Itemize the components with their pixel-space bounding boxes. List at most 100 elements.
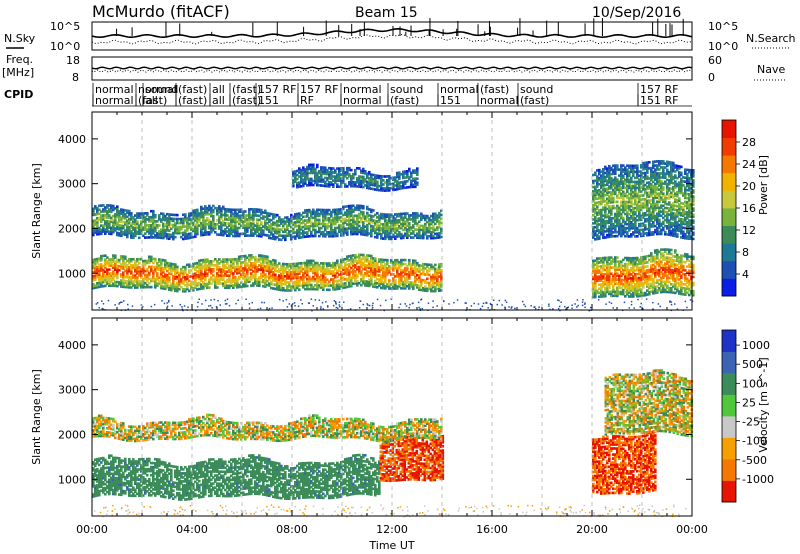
power-cell <box>322 230 325 234</box>
power-cell <box>644 291 647 295</box>
power-cell <box>230 270 233 273</box>
power-cell <box>392 186 395 190</box>
power-cell <box>144 236 147 239</box>
power-cell <box>330 224 333 228</box>
power-cell <box>218 209 221 212</box>
power-cell <box>234 284 237 287</box>
power-cell <box>640 280 643 283</box>
power-cell <box>356 282 359 285</box>
power-cell <box>182 213 185 217</box>
power-cell <box>380 212 383 216</box>
power-cell <box>238 232 241 236</box>
power-cell <box>266 218 269 221</box>
power-cell <box>180 271 183 275</box>
power-cell <box>606 268 609 272</box>
power-cell <box>438 213 441 217</box>
power-cell <box>326 172 329 176</box>
power-cell <box>596 213 599 217</box>
power-cell <box>592 228 595 231</box>
power-cell <box>380 187 383 190</box>
power-cell <box>118 232 121 235</box>
power-cell <box>638 270 641 274</box>
power-cell <box>398 212 401 216</box>
power-cell <box>122 208 125 212</box>
power-cell <box>692 281 695 285</box>
power-cell <box>368 282 371 286</box>
power-cell <box>336 269 339 273</box>
power-cell <box>126 275 129 279</box>
power-cell <box>250 234 253 237</box>
power-cell <box>132 216 135 219</box>
power-cell <box>296 282 299 286</box>
power-cell <box>312 224 315 228</box>
power-cell <box>214 276 217 279</box>
power-cell <box>194 229 197 232</box>
power-cell <box>366 266 369 269</box>
power-cell <box>264 225 267 229</box>
freq-unit-label: [MHz] <box>2 66 34 79</box>
power-cell <box>650 252 653 255</box>
power-cell <box>416 222 419 225</box>
power-cell <box>652 290 655 293</box>
power-cell <box>100 214 103 217</box>
power-cell <box>106 206 109 209</box>
power-cell <box>374 259 377 262</box>
power-cell <box>368 262 371 265</box>
power-cell <box>218 258 221 261</box>
power-cell <box>436 226 439 229</box>
power-cell <box>136 220 139 223</box>
power-cell <box>430 285 433 289</box>
power-cell <box>268 270 271 273</box>
power-cell <box>332 222 335 226</box>
power-cell <box>354 230 357 234</box>
power-cell <box>138 224 141 227</box>
power-cell <box>318 212 321 216</box>
power-cell <box>370 179 373 182</box>
power-cell <box>356 267 359 271</box>
power-cell <box>404 278 407 282</box>
power-cell <box>136 280 139 283</box>
power-cell <box>408 258 411 262</box>
power-cell <box>640 294 643 298</box>
power-cell <box>388 267 391 270</box>
power-cell <box>276 275 279 279</box>
power-cell <box>234 224 237 228</box>
power-cell <box>306 271 309 275</box>
power-cell <box>220 231 223 235</box>
power-cell <box>278 278 281 281</box>
power-cell <box>626 268 629 272</box>
power-cell <box>286 234 289 237</box>
power-cell <box>346 213 349 216</box>
power-cell <box>376 267 379 271</box>
power-cell <box>386 175 389 178</box>
power-cell <box>126 271 129 275</box>
power-cell <box>602 277 605 280</box>
power-cell <box>666 252 669 255</box>
power-cell <box>128 257 131 261</box>
power-cell <box>100 224 103 227</box>
power-cell <box>158 266 161 269</box>
power-cell <box>658 272 661 276</box>
power-cell <box>634 285 637 288</box>
power-cell <box>316 171 319 175</box>
power-cell <box>618 280 621 284</box>
power-cell <box>138 272 141 275</box>
power-cell <box>370 278 373 282</box>
power-cell <box>212 208 215 212</box>
power-cell <box>320 274 323 277</box>
power-cell <box>424 230 427 234</box>
power-cell <box>592 281 595 285</box>
power-cell <box>666 270 669 274</box>
power-cell <box>624 287 627 290</box>
power-cell <box>178 277 181 281</box>
power-cell <box>298 230 301 233</box>
power-cell <box>594 238 597 241</box>
power-cell <box>290 266 293 270</box>
power-cell <box>374 219 377 223</box>
power-cell <box>108 216 111 219</box>
power-cell <box>260 262 263 265</box>
power-cell <box>302 215 305 219</box>
power-cell <box>278 216 281 219</box>
power-cell <box>314 210 317 214</box>
power-cell <box>676 259 679 263</box>
